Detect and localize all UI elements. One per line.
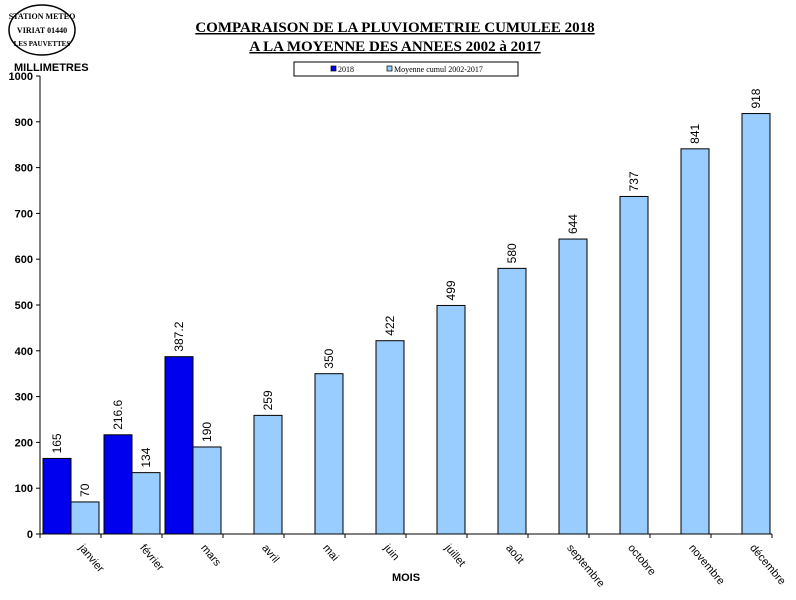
- y-tick-label: 300: [15, 392, 33, 404]
- y-tick-label: 1000: [9, 71, 33, 83]
- data-labels: 165 70 216.6 134 387.2 190 259 350 422 499 580 644 7…: [50, 88, 763, 497]
- bar-moyenne-7: [497, 267, 527, 535]
- data-label: 841: [688, 123, 702, 143]
- data-label: 387.2: [172, 321, 186, 351]
- data-label: 259: [261, 390, 275, 410]
- legend: 2018 Moyenne cumul 2002-2017: [293, 61, 519, 77]
- y-tick-label: 500: [15, 300, 33, 312]
- bar-moyenne-11: [741, 113, 771, 535]
- data-label: 422: [383, 315, 397, 335]
- bar-2018-2: [164, 356, 194, 535]
- data-label: 499: [444, 280, 458, 300]
- bar-moyenne-0: [70, 501, 100, 535]
- legend-label-moyenne: Moyenne cumul 2002-2017: [394, 65, 483, 74]
- y-tick-label: 900: [15, 117, 33, 129]
- data-label: 350: [322, 348, 336, 368]
- station-stamp-logo: STATION METEO VIRIAT 01440 LES PAUVETTES: [8, 4, 76, 56]
- category-label: janvier: [76, 541, 107, 575]
- category-labels: janvier février mars avril mai juin juillet aoû…: [76, 541, 788, 589]
- category-label: avril: [259, 542, 281, 565]
- y-tick-label: 200: [15, 437, 33, 449]
- axes: 0 100 200 300 400 500 600 700 800 900 1000: [9, 71, 773, 541]
- data-label: 70: [78, 483, 92, 497]
- bar-moyenne-5: [375, 340, 405, 535]
- category-label: mars: [198, 542, 223, 569]
- legend-box: [293, 61, 519, 77]
- category-label: septembre: [564, 542, 607, 590]
- bar-moyenne-4: [314, 373, 344, 535]
- category-label: novembre: [686, 542, 727, 587]
- stamp-line3: LES PAUVETTES: [14, 40, 71, 48]
- data-label: 216.6: [111, 399, 125, 429]
- chart-subtitle: A LA MOYENNE DES ANNEES 2002 à 2017: [249, 39, 541, 55]
- data-label: 134: [139, 447, 153, 467]
- category-label: octobre: [625, 542, 658, 578]
- category-label: février: [137, 542, 166, 573]
- y-tick-label: 700: [15, 208, 33, 220]
- bar-2018-1: [103, 434, 133, 535]
- y-axis-label: MILLIMETRES: [14, 62, 89, 74]
- y-tick-label: 100: [15, 483, 33, 495]
- legend-swatch-moyenne: [386, 65, 393, 72]
- bar-moyenne-6: [436, 304, 466, 535]
- bar-moyenne-9: [619, 195, 649, 535]
- stamp-line2: VIRIAT 01440: [17, 26, 67, 35]
- y-tick-label: 800: [15, 163, 33, 175]
- category-label: août: [503, 542, 526, 566]
- data-label: 165: [50, 433, 64, 453]
- chart-title: COMPARAISON DE LA PLUVIOMETRIE CUMULEE 2…: [195, 20, 594, 36]
- legend-label-2018: 2018: [338, 65, 354, 74]
- legend-swatch-2018: [330, 65, 337, 72]
- data-label: 918: [749, 88, 763, 108]
- bar-moyenne-10: [680, 148, 710, 535]
- bar-2018-0: [42, 457, 72, 535]
- data-label: 580: [505, 243, 519, 263]
- category-label: décembre: [747, 542, 788, 587]
- bar-moyenne-2: [192, 446, 222, 535]
- category-label: juin: [381, 541, 402, 563]
- data-label: 644: [566, 214, 580, 234]
- bar-moyenne-8: [558, 238, 588, 535]
- x-axis-label: MOIS: [392, 572, 420, 584]
- y-tick-label: 600: [15, 254, 33, 266]
- bar-moyenne-1: [131, 472, 161, 535]
- stamp-line1: STATION METEO: [9, 12, 76, 21]
- y-tick-label: 400: [15, 346, 33, 358]
- data-label: 737: [627, 171, 641, 191]
- category-label: mai: [320, 542, 341, 563]
- data-label: 190: [200, 422, 214, 442]
- category-label: juillet: [442, 541, 468, 569]
- y-tick-label: 0: [27, 529, 33, 541]
- bars: [42, 113, 771, 535]
- bar-moyenne-3: [253, 414, 283, 535]
